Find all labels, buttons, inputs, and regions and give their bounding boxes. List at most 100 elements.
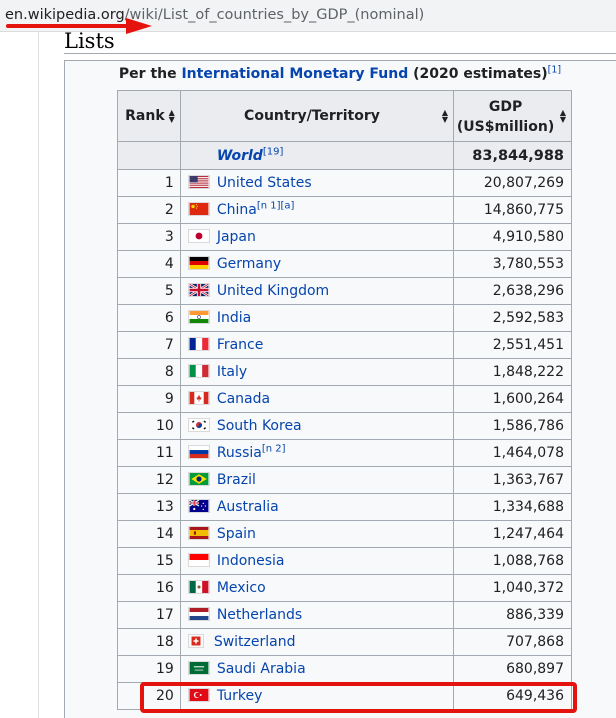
country-link[interactable]: Italy: [216, 364, 248, 380]
rank-cell: 10: [117, 412, 181, 440]
country-link[interactable]: Saudi Arabia: [216, 661, 306, 677]
sa-flag-icon[interactable]: [187, 661, 210, 675]
country-cell: France: [179, 331, 455, 359]
ca-flag-icon[interactable]: [187, 391, 210, 405]
rank-cell: 15: [117, 547, 181, 575]
country-footnote[interactable]: [n 2]: [261, 443, 286, 455]
table-row: 15 Indonesia 1,088,768: [117, 547, 572, 575]
br-flag-icon[interactable]: [187, 472, 210, 486]
de-flag-icon[interactable]: [187, 256, 210, 270]
country-link[interactable]: Turkey: [216, 688, 263, 704]
heading-divider: [64, 53, 616, 54]
gdp-value-cell: 1,586,786: [453, 412, 572, 440]
country-cell: Netherlands: [179, 601, 455, 629]
table-row: 2 China[n 1][a] 14,860,775: [117, 196, 572, 224]
gdp-value-cell: 1,464,078: [453, 439, 572, 467]
rank-cell: 6: [117, 304, 181, 332]
ch-flag-icon[interactable]: [187, 634, 204, 648]
nl-flag-icon[interactable]: [187, 607, 210, 621]
table-row: 12 Brazil 1,363,767: [117, 466, 572, 494]
gdp-value-cell: 1,848,222: [453, 358, 572, 386]
kr-flag-icon[interactable]: [187, 418, 210, 432]
table-row: 3 Japan 4,910,580: [117, 223, 572, 251]
gdp-header-label: GDP (US$million): [457, 97, 554, 137]
gdp-value-cell: 20,807,269: [453, 169, 572, 197]
fr-flag-icon[interactable]: [187, 337, 210, 351]
gdp-column-header[interactable]: GDP (US$million) ▲ ▼: [453, 90, 572, 142]
sort-icon[interactable]: ▲ ▼: [559, 108, 566, 124]
country-link[interactable]: Mexico: [216, 580, 266, 596]
country-cell: China[n 1][a]: [179, 196, 455, 224]
tr-flag-icon[interactable]: [187, 688, 210, 702]
rank-cell: 19: [117, 655, 181, 683]
rank-cell: 13: [117, 493, 181, 521]
country-link[interactable]: Brazil: [216, 472, 256, 488]
in-flag-icon[interactable]: [187, 310, 210, 324]
gdp-value-cell: 2,638,296: [453, 277, 572, 305]
country-cell: Brazil: [179, 466, 455, 494]
table-row: 17 Netherlands 886,339: [117, 601, 572, 629]
rank-cell: 12: [117, 466, 181, 494]
country-link[interactable]: Canada: [216, 391, 271, 407]
country-link[interactable]: Switzerland: [213, 634, 296, 650]
sort-icon[interactable]: ▲ ▼: [168, 108, 175, 124]
country-cell: Turkey: [179, 682, 455, 710]
au-flag-icon[interactable]: [187, 499, 210, 513]
country-cell: Italy: [179, 358, 455, 386]
country-cell: India: [179, 304, 455, 332]
table-row: 11 Russia[n 2] 1,464,078: [117, 439, 572, 467]
cn-flag-icon[interactable]: [187, 202, 210, 216]
caption-reference[interactable]: [1]: [547, 64, 562, 76]
es-flag-icon[interactable]: [187, 526, 210, 540]
it-flag-icon[interactable]: [187, 364, 210, 378]
mx-flag-icon[interactable]: [187, 580, 210, 594]
gdp-value-cell: 707,868: [453, 628, 572, 656]
us-flag-icon[interactable]: [187, 175, 210, 189]
country-column-header[interactable]: Country/Territory ▲ ▼: [179, 90, 455, 142]
url-host: en.wikipedia.org: [5, 7, 125, 23]
jp-flag-icon[interactable]: [187, 229, 210, 243]
rank-header-label: Rank: [125, 108, 165, 124]
country-cell: Switzerland: [179, 628, 455, 656]
country-link[interactable]: South Korea: [216, 418, 302, 434]
ru-flag-icon[interactable]: [187, 445, 210, 459]
gb-flag-icon[interactable]: [187, 283, 210, 297]
country-link[interactable]: United Kingdom: [216, 283, 330, 299]
address-bar[interactable]: en.wikipedia.org/wiki/List_of_countries_…: [0, 0, 616, 32]
gdp-value-cell: 14,860,775: [453, 196, 572, 224]
world-link[interactable]: World: [216, 147, 263, 164]
world-reference[interactable]: [19]: [262, 145, 284, 157]
country-link[interactable]: United States: [216, 175, 312, 191]
id-flag-icon[interactable]: [187, 553, 210, 567]
table-row: 13 Australia 1,334,688: [117, 493, 572, 521]
country-link[interactable]: Spain: [216, 526, 256, 542]
gdp-header-line1: GDP: [488, 99, 523, 115]
content-edge: [38, 32, 39, 718]
rank-cell: 14: [117, 520, 181, 548]
country-link[interactable]: Netherlands: [216, 607, 303, 623]
country-link[interactable]: Indonesia: [216, 553, 285, 569]
sort-icon[interactable]: ▲ ▼: [441, 108, 449, 124]
rank-cell: 17: [117, 601, 181, 629]
country-footnote[interactable]: [n 1][a]: [256, 200, 295, 212]
country-cell: Russia[n 2]: [179, 439, 455, 467]
table-row: 6 India 2,592,583: [117, 304, 572, 332]
country-link[interactable]: Germany: [216, 256, 282, 272]
imf-link[interactable]: International Monetary Fund: [181, 66, 409, 82]
gdp-value-cell: 649,436: [453, 682, 572, 710]
world-rank-cell: [117, 141, 181, 170]
country-cell: Spain: [179, 520, 455, 548]
gdp-value-cell: 1,247,464: [453, 520, 572, 548]
country-link[interactable]: China: [216, 202, 257, 218]
country-link[interactable]: Australia: [216, 499, 279, 515]
country-header-label: Country/Territory: [244, 108, 380, 124]
gdp-value-cell: 2,592,583: [453, 304, 572, 332]
country-link[interactable]: Japan: [216, 229, 256, 245]
country-link[interactable]: India: [216, 310, 252, 326]
rank-cell: 4: [117, 250, 181, 278]
country-link[interactable]: France: [216, 337, 264, 353]
country-cell: Germany: [179, 250, 455, 278]
country-link[interactable]: Russia: [216, 445, 262, 461]
rank-column-header[interactable]: Rank ▲ ▼: [117, 90, 181, 142]
gdp-header-line2: (US$million): [456, 119, 555, 135]
